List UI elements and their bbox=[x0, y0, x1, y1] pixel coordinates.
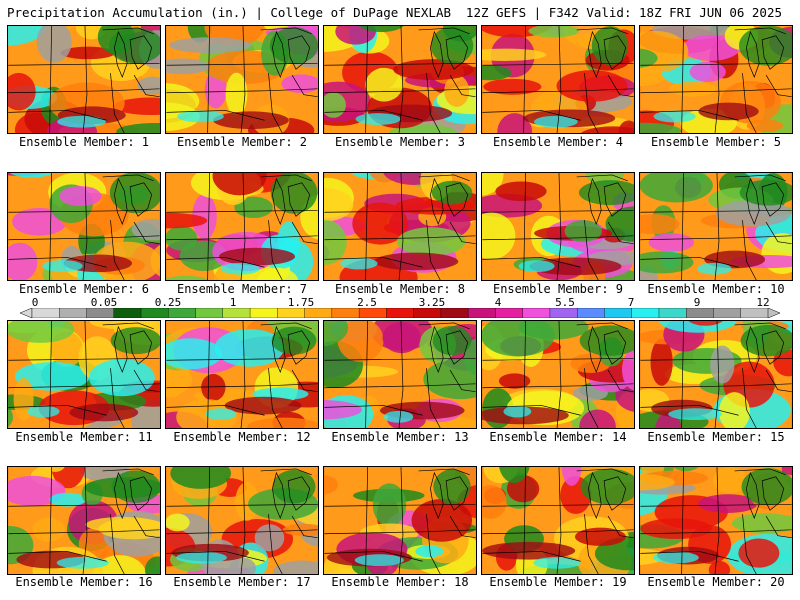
ensemble-member-caption: Ensemble Member: 7 bbox=[176, 282, 308, 296]
colorbar-swatch bbox=[440, 308, 469, 318]
ensemble-member-map bbox=[165, 172, 319, 281]
ensemble-member-caption: Ensemble Member: 13 bbox=[331, 430, 469, 444]
ensemble-member-caption: Ensemble Member: 10 bbox=[647, 282, 785, 296]
ensemble-member-map bbox=[639, 466, 793, 575]
colorbar-tick-label: 7 bbox=[627, 296, 635, 309]
ensemble-member-caption: Ensemble Member: 11 bbox=[15, 430, 153, 444]
ensemble-member-map bbox=[7, 320, 161, 429]
colorbar-tick-label: 1.75 bbox=[287, 296, 315, 309]
ensemble-member-map bbox=[323, 25, 477, 134]
ensemble-member-map bbox=[481, 172, 635, 281]
colorbar-swatch bbox=[86, 308, 115, 318]
ensemble-member-caption: Ensemble Member: 1 bbox=[18, 135, 150, 149]
colorbar-swatch bbox=[304, 308, 333, 318]
ensemble-member-caption: Ensemble Member: 14 bbox=[489, 430, 627, 444]
colorbar-swatch bbox=[576, 308, 606, 318]
ensemble-member-caption: Ensemble Member: 6 bbox=[18, 282, 150, 296]
ensemble-member-caption: Ensemble Member: 12 bbox=[173, 430, 311, 444]
colorbar-swatch bbox=[495, 308, 524, 318]
colorbar-swatches bbox=[20, 308, 780, 318]
ensemble-member-map bbox=[481, 25, 635, 134]
colorbar-swatch bbox=[522, 308, 551, 318]
colorbar-swatch bbox=[631, 308, 660, 318]
colorbar-tick-label: 4 bbox=[494, 296, 502, 309]
colorbar-tick-label: 5.5 bbox=[555, 296, 575, 309]
ensemble-member-map bbox=[323, 320, 477, 429]
ensemble-member-caption: Ensemble Member: 8 bbox=[334, 282, 466, 296]
ensemble-member-map bbox=[481, 320, 635, 429]
colorbar-swatch bbox=[604, 308, 633, 318]
colorbar-swatch bbox=[140, 308, 169, 318]
colorbar-swatch bbox=[658, 308, 687, 318]
colorbar-tick-label: 9 bbox=[693, 296, 701, 309]
colorbar-swatch bbox=[358, 308, 387, 318]
ensemble-member-map bbox=[7, 25, 161, 134]
ensemble-member-map bbox=[481, 466, 635, 575]
ensemble-member-map bbox=[639, 25, 793, 134]
colorbar-tick-label: 0 bbox=[31, 296, 39, 309]
product-title: Precipitation Accumulation (in.) | Colle… bbox=[7, 5, 452, 20]
ensemble-member-map bbox=[639, 172, 793, 281]
ensemble-member-caption: Ensemble Member: 9 bbox=[492, 282, 624, 296]
colorbar-swatch bbox=[195, 308, 224, 318]
colorbar-swatch bbox=[386, 308, 415, 318]
ensemble-member-caption: Ensemble Member: 19 bbox=[489, 575, 627, 589]
ensemble-member-map bbox=[165, 25, 319, 134]
ensemble-member-caption: Ensemble Member: 18 bbox=[331, 575, 469, 589]
ensemble-member-map bbox=[7, 172, 161, 281]
ensemble-member-caption: Ensemble Member: 20 bbox=[647, 575, 785, 589]
colorbar-swatch bbox=[413, 308, 442, 318]
colorbar-tick-label: 0.05 bbox=[90, 296, 118, 309]
colorbar-swatch bbox=[249, 308, 278, 318]
colorbar-swatch bbox=[686, 308, 715, 318]
colorbar-swatch bbox=[740, 308, 769, 318]
colorbar-swatch bbox=[467, 308, 497, 318]
ensemble-member-caption: Ensemble Member: 15 bbox=[647, 430, 785, 444]
ensemble-member-caption: Ensemble Member: 16 bbox=[15, 575, 153, 589]
colorbar-tick-label: 2.5 bbox=[357, 296, 377, 309]
colorbar-tick-label: 1 bbox=[229, 296, 237, 309]
colorbar-swatch bbox=[113, 308, 142, 318]
ensemble-member-caption: Ensemble Member: 5 bbox=[650, 135, 782, 149]
ensemble-member-map bbox=[639, 320, 793, 429]
colorbar-tick-label: 0.25 bbox=[154, 296, 182, 309]
ensemble-member-caption: Ensemble Member: 3 bbox=[334, 135, 466, 149]
colorbar-swatch bbox=[277, 308, 306, 318]
ensemble-member-caption: Ensemble Member: 17 bbox=[173, 575, 311, 589]
ensemble-member-map bbox=[165, 320, 319, 429]
colorbar-swatch bbox=[222, 308, 251, 318]
colorbar-arrow-left bbox=[20, 308, 33, 318]
colorbar-tick-label: 3.25 bbox=[418, 296, 446, 309]
ensemble-member-map bbox=[323, 466, 477, 575]
colorbar-arrow-right bbox=[767, 308, 780, 318]
colorbar-tick-label: 12 bbox=[756, 296, 770, 309]
colorbar-swatch bbox=[713, 308, 742, 318]
colorbar-swatch bbox=[31, 308, 60, 318]
colorbar-swatch bbox=[331, 308, 360, 318]
ensemble-member-map bbox=[165, 466, 319, 575]
colorbar-swatch bbox=[168, 308, 197, 318]
colorbar-swatch bbox=[59, 308, 88, 318]
ensemble-member-map bbox=[7, 466, 161, 575]
model-run-info: 12Z GEFS | F342 Valid: 18Z FRI JUN 06 20… bbox=[465, 5, 782, 20]
ensemble-member-caption: Ensemble Member: 4 bbox=[492, 135, 624, 149]
ensemble-member-caption: Ensemble Member: 2 bbox=[176, 135, 308, 149]
ensemble-member-map bbox=[323, 172, 477, 281]
colorbar-swatch bbox=[549, 308, 578, 318]
